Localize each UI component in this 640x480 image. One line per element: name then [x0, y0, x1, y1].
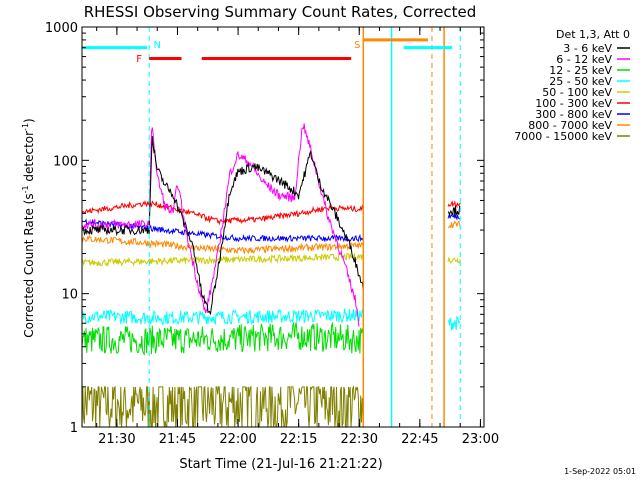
series-line [447, 205, 461, 217]
series-line [81, 385, 364, 429]
legend-entry-label: 300 - 800 keV [535, 108, 612, 121]
footer-timestamp: 1-Sep-2022 05:01 [564, 467, 636, 476]
marker-label-n: N [153, 40, 160, 51]
x-tick-label: 22:30 [341, 432, 378, 447]
marker-label-f: F [136, 54, 142, 65]
chart-title: RHESSI Observing Summary Count Rates, Co… [84, 3, 477, 21]
legend-entry-label: 800 - 7000 keV [528, 119, 612, 132]
y-tick-label: 1 [70, 421, 78, 436]
legend-title: Det 1,3, Att 0 [556, 28, 630, 41]
series-line [447, 315, 461, 331]
series-line [81, 321, 364, 357]
legend-entry-label: 6 - 12 keV [556, 53, 612, 66]
legend-entry-label: 3 - 6 keV [563, 42, 612, 55]
legend-entry-label: 12 - 25 keV [549, 64, 612, 77]
series-line [81, 234, 364, 255]
series-line [81, 308, 364, 327]
x-tick-label: 22:00 [219, 432, 256, 447]
series-line [447, 214, 461, 221]
legend-entry-label: 7000 - 15000 keV [514, 130, 612, 143]
y-tick-label: 10 [61, 288, 78, 303]
x-tick-label: 22:15 [280, 432, 317, 447]
legend-entry-label: 25 - 50 keV [549, 75, 612, 88]
x-tick-label: 21:45 [159, 432, 196, 447]
svg-text:Corrected Count Rate (s-1 dete: Corrected Count Rate (s-1 detector-1) [21, 118, 36, 337]
series-line [81, 199, 364, 226]
series-line [81, 136, 364, 315]
legend-entry-label: 50 - 100 keV [542, 86, 612, 99]
series-line [447, 200, 461, 209]
marker-label-s: S [354, 40, 360, 51]
x-tick-label: 21:30 [98, 432, 135, 447]
y-tick-label: 100 [53, 154, 78, 169]
series-line [81, 123, 360, 327]
y-axis-label: Corrected Count Rate (s-1 detector-1) [21, 118, 36, 337]
x-axis-label: Start Time (21-Jul-16 21:21:22) [179, 457, 382, 472]
series-line [447, 220, 461, 229]
plot-frame [81, 26, 485, 428]
x-tick-label: 23:00 [462, 432, 499, 447]
series-line [447, 257, 461, 264]
x-tick-label: 22:45 [401, 432, 438, 447]
legend-entry-label: 100 - 300 keV [535, 97, 612, 110]
series-line [81, 252, 364, 268]
y-tick-label: 1000 [45, 21, 78, 36]
